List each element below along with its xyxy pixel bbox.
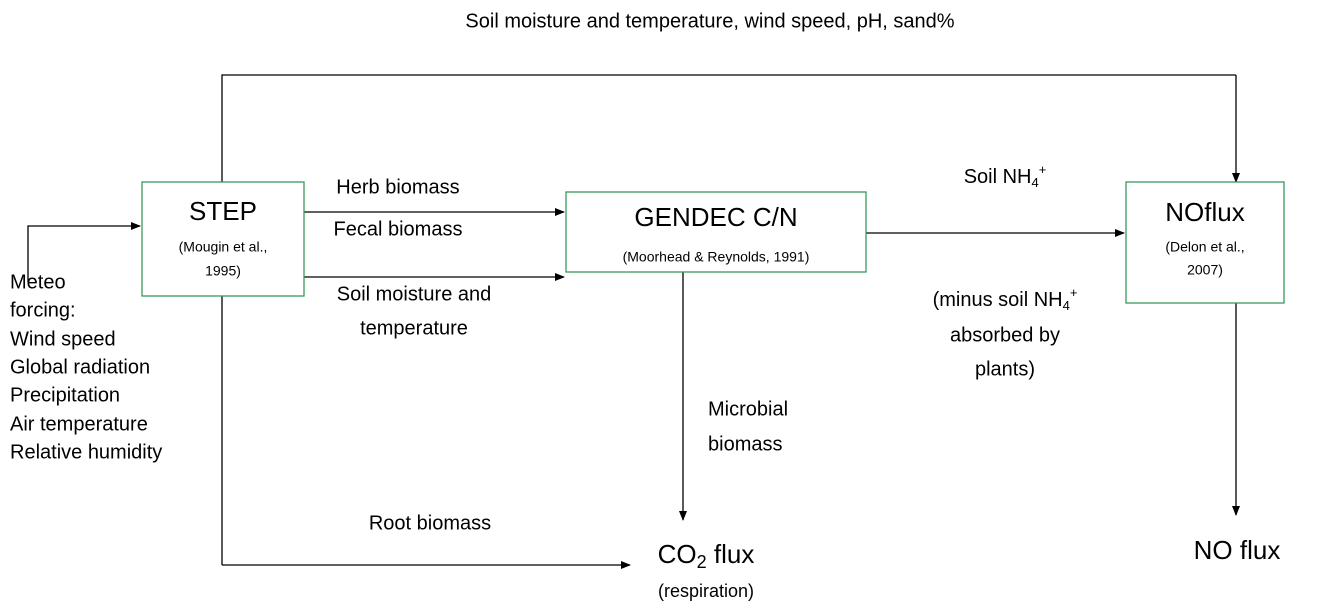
edge-label: biomass: [708, 433, 782, 455]
output-label: CO2 flux: [658, 539, 755, 572]
edge-label: Microbial: [708, 398, 788, 420]
meteo-item: Precipitation: [10, 384, 120, 406]
subscript: 2: [697, 552, 707, 572]
node-citation: (Moorhead & Reynolds, 1991): [623, 249, 810, 265]
connector: [221, 74, 1236, 565]
edge-label: (minus soil NH4+: [933, 285, 1078, 313]
node-citation: (Mougin et al.,: [179, 239, 268, 255]
node-label: STEP: [189, 196, 257, 226]
top-label: Soil moisture and temperature, wind spee…: [465, 10, 954, 32]
subscript: 4: [1031, 175, 1038, 190]
meteo-item: Meteo: [10, 271, 66, 293]
node-label: GENDEC C/N: [634, 202, 797, 232]
node-citation: 1995): [205, 263, 241, 279]
edge-label: Soil moisture and: [337, 283, 492, 305]
meteo-item: forcing:: [10, 299, 76, 321]
superscript: +: [1039, 162, 1047, 177]
edge-label: temperature: [360, 317, 468, 339]
node-citation: 2007): [1187, 262, 1223, 278]
label-text: Soil NH: [964, 166, 1032, 188]
edge-label: absorbed by: [950, 324, 1060, 346]
node-box: [141, 181, 305, 297]
meteo-item: Global radiation: [10, 356, 150, 378]
label-text: (minus soil NH: [933, 289, 1063, 311]
meteo-item: Relative humidity: [10, 441, 162, 463]
edge-label: Fecal biomass: [334, 218, 463, 240]
node-box: [565, 191, 867, 273]
meteo-item: Air temperature: [10, 413, 148, 435]
superscript: +: [1070, 285, 1078, 300]
subscript: 4: [1063, 298, 1070, 313]
edge-label: plants): [975, 358, 1035, 380]
output-note: (respiration): [658, 581, 754, 601]
node-citation: (Delon et al.,: [1165, 239, 1244, 255]
edge-label: Herb biomass: [336, 176, 459, 198]
output-label: NO flux: [1194, 535, 1281, 565]
edge-label: Root biomass: [369, 512, 491, 534]
node-box: [1125, 181, 1285, 304]
label-text: CO: [658, 539, 697, 569]
label-text: flux: [707, 539, 755, 569]
arrow: [27, 222, 141, 282]
edge-label: Soil NH4+: [964, 162, 1047, 190]
meteo-list: Meteo forcing: Wind speed Global radiati…: [10, 271, 162, 463]
node-label: NOflux: [1165, 197, 1244, 227]
meteo-item: Wind speed: [10, 328, 116, 350]
